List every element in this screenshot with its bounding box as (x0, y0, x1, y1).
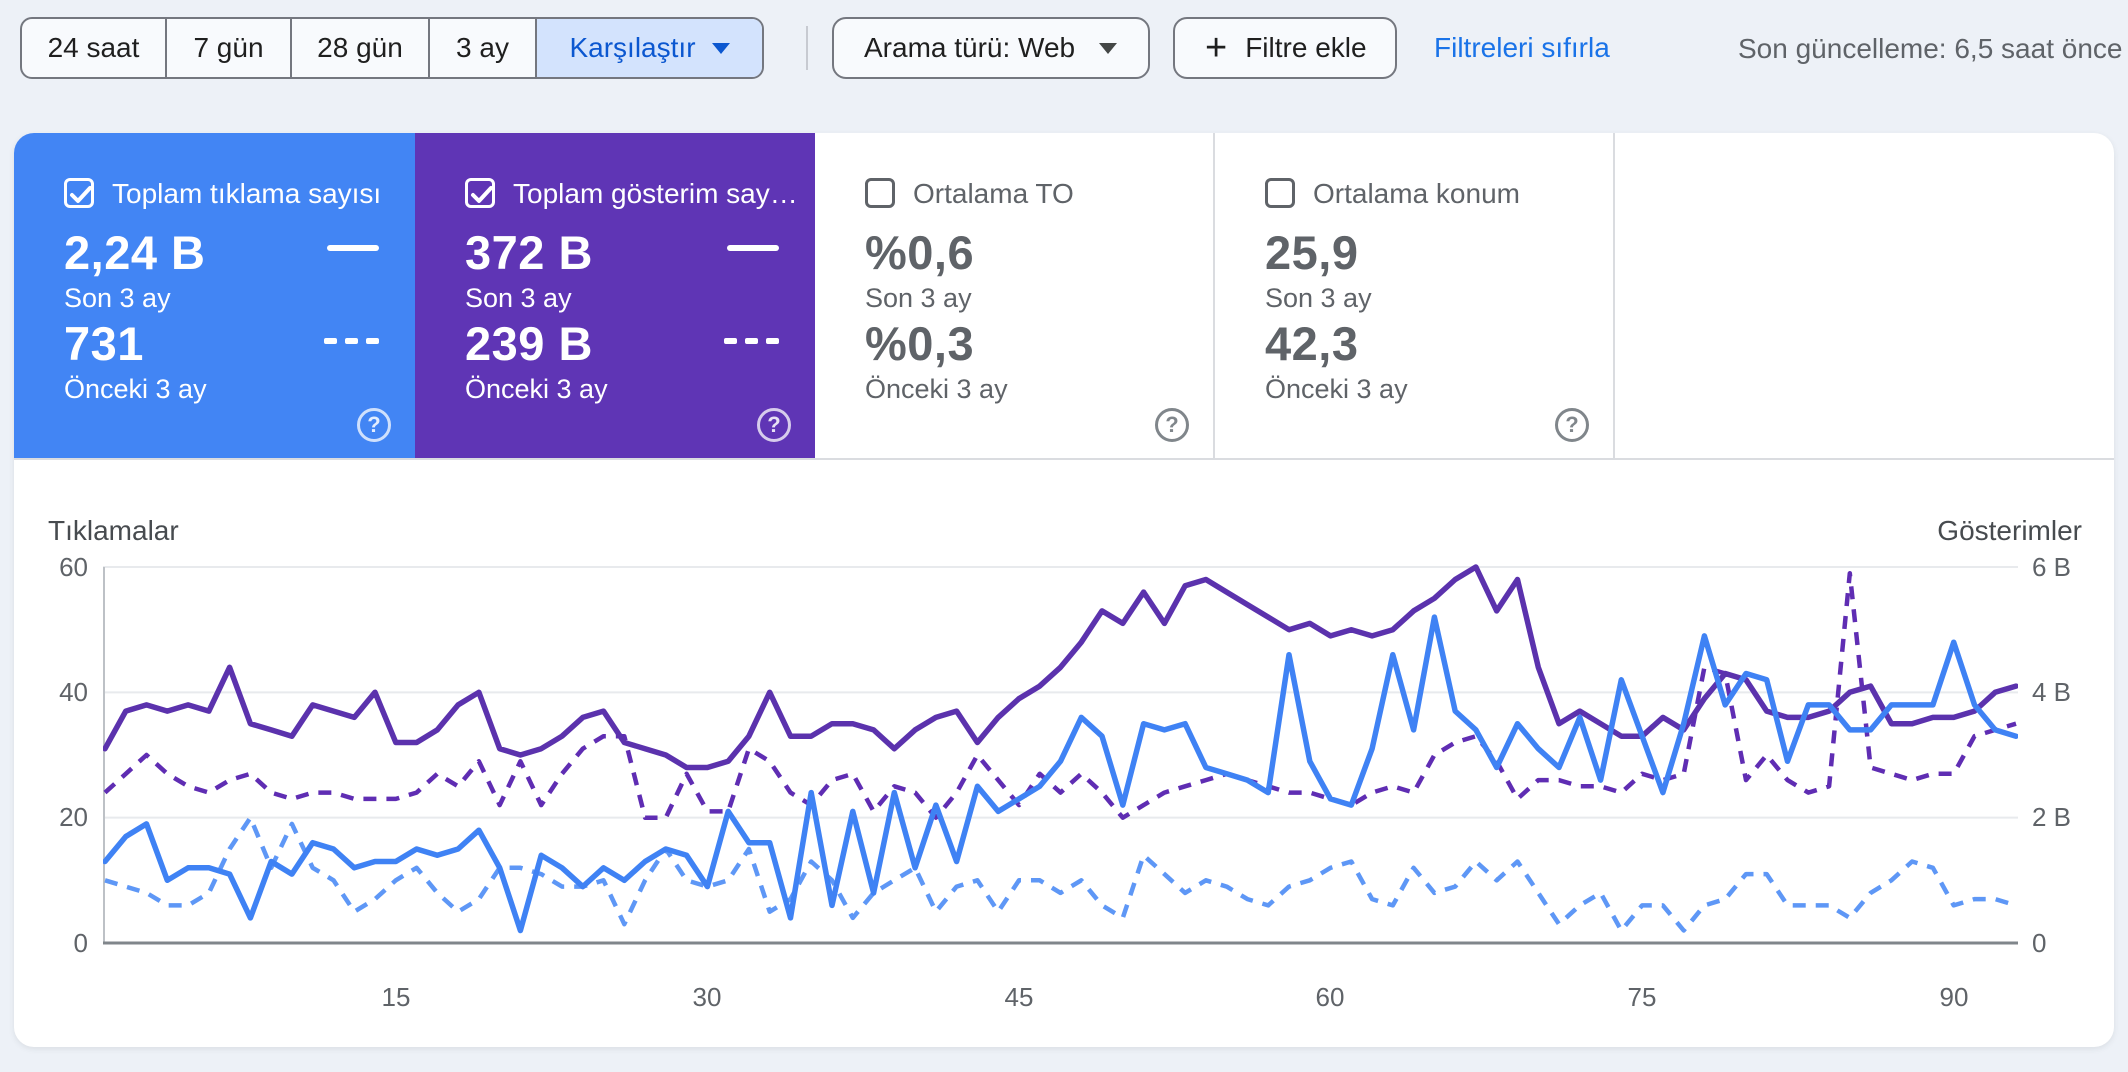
metric-label-current: Son 3 ay (865, 283, 972, 313)
chevron-down-icon (711, 42, 730, 54)
right-tick-6b: 6 B (2032, 552, 2072, 582)
add-filter-label: Filtre ekle (1245, 32, 1367, 63)
cards-chart-divider (14, 458, 2114, 460)
card-title: Toplam gösterim say… (513, 178, 798, 209)
chart-svg[interactable] (103, 545, 2018, 945)
filter-toolbar: 24 saat 7 gün 28 gün 3 ay Karşılaştır Ar… (0, 0, 2128, 96)
performance-panel: Toplam tıklama sayısı 2,24 B Son 3 ay 73… (14, 133, 2114, 1047)
card-title: Ortalama TO (913, 178, 1074, 209)
metric-label-previous: Önceki 3 ay (865, 374, 1008, 404)
card-title: Ortalama konum (1313, 178, 1520, 209)
metric-value-current: 2,24 B (64, 226, 206, 279)
range-24h-label: 24 saat (47, 32, 140, 63)
last-update-text: Son güncelleme: 6,5 saat önce (1738, 33, 2123, 64)
range-28d-button[interactable]: 28 gün (290, 19, 428, 77)
card-average-position[interactable]: Ortalama konum 25,9 Son 3 ay 42,3 Önceki… (1215, 133, 1615, 458)
x-tick-75: 75 (1627, 982, 1657, 1012)
search-type-dropdown[interactable]: Arama türü: Web (832, 17, 1150, 79)
solid-line-indicator (727, 245, 779, 251)
toolbar-divider (806, 26, 808, 70)
left-tick-20: 20 (59, 802, 88, 832)
metric-value-current: %0,6 (865, 226, 975, 279)
check-glyph (70, 186, 92, 203)
chevron-down-icon (1099, 42, 1118, 54)
check-glyph (471, 186, 493, 203)
x-tick-60: 60 (1315, 982, 1345, 1012)
metric-value-previous: 731 (64, 317, 144, 370)
checkbox-checked-icon[interactable] (64, 178, 94, 208)
metric-label-previous: Önceki 3 ay (1265, 374, 1408, 404)
card-total-impressions[interactable]: Toplam gösterim say… 372 B Son 3 ay 239 … (415, 133, 815, 458)
series-impressions-current (103, 564, 2018, 771)
metric-value-current: 372 B (465, 226, 593, 279)
left-axis-title: Tıklamalar (48, 515, 179, 546)
dashed-line-indicator (724, 338, 779, 344)
compare-dropdown-button[interactable]: Karşılaştır (535, 19, 762, 77)
search-type-label: Arama türü: Web (864, 32, 1076, 63)
range-7d-button[interactable]: 7 gün (165, 19, 290, 77)
card-average-ctr[interactable]: Ortalama TO %0,6 Son 3 ay %0,3 Önceki 3 … (815, 133, 1215, 458)
x-tick-30: 30 (692, 982, 722, 1012)
date-range-group: 24 saat 7 gün 28 gün 3 ay Karşılaştır (20, 17, 764, 79)
dashed-line-indicator (324, 338, 379, 344)
add-filter-button[interactable]: + Filtre ekle (1173, 17, 1397, 79)
metric-label-previous: Önceki 3 ay (465, 374, 608, 404)
range-3m-button[interactable]: 3 ay (428, 19, 535, 77)
range-3m-label: 3 ay (456, 32, 509, 63)
metric-value-current: 25,9 (1265, 226, 1359, 279)
right-axis-title: Gösterimler (1937, 515, 2082, 546)
left-tick-40: 40 (59, 677, 88, 707)
series-impressions-previous (103, 571, 2017, 820)
help-icon[interactable]: ? (757, 408, 791, 442)
range-7d-label: 7 gün (193, 32, 264, 63)
checkbox-unchecked-icon[interactable] (865, 178, 895, 208)
help-icon[interactable]: ? (1155, 408, 1189, 442)
card-title: Toplam tıklama sayısı (112, 178, 382, 209)
right-tick-0: 0 (2032, 928, 2047, 958)
metric-label-current: Son 3 ay (1265, 283, 1372, 313)
card-total-clicks[interactable]: Toplam tıklama sayısı 2,24 B Son 3 ay 73… (14, 133, 415, 458)
x-tick-45: 45 (1004, 982, 1034, 1012)
x-tick-90: 90 (1939, 982, 1969, 1012)
help-icon[interactable]: ? (1555, 408, 1589, 442)
x-tick-15: 15 (381, 982, 411, 1012)
checkbox-unchecked-icon[interactable] (1265, 178, 1295, 208)
metric-label-previous: Önceki 3 ay (64, 374, 207, 404)
metric-label-current: Son 3 ay (64, 283, 171, 313)
compare-label: Karşılaştır (569, 32, 696, 63)
right-tick-4b: 4 B (2032, 677, 2072, 707)
plus-icon: + (1205, 27, 1228, 69)
metric-label-current: Son 3 ay (465, 283, 572, 313)
metric-value-previous: %0,3 (865, 317, 975, 370)
range-28d-label: 28 gün (317, 32, 403, 63)
help-icon[interactable]: ? (357, 408, 391, 442)
metric-value-previous: 239 B (465, 317, 593, 370)
right-tick-2b: 2 B (2032, 802, 2072, 832)
series-clicks-previous (104, 815, 2017, 933)
solid-line-indicator (327, 245, 379, 251)
metric-value-previous: 42,3 (1265, 317, 1359, 370)
checkbox-checked-icon[interactable] (465, 178, 495, 208)
left-tick-0: 0 (73, 928, 88, 958)
left-tick-60: 60 (59, 552, 88, 582)
series-clicks-current (103, 614, 2018, 934)
range-24h-button[interactable]: 24 saat (22, 19, 165, 77)
reset-filters-link[interactable]: Filtreleri sıfırla (1434, 32, 1610, 63)
